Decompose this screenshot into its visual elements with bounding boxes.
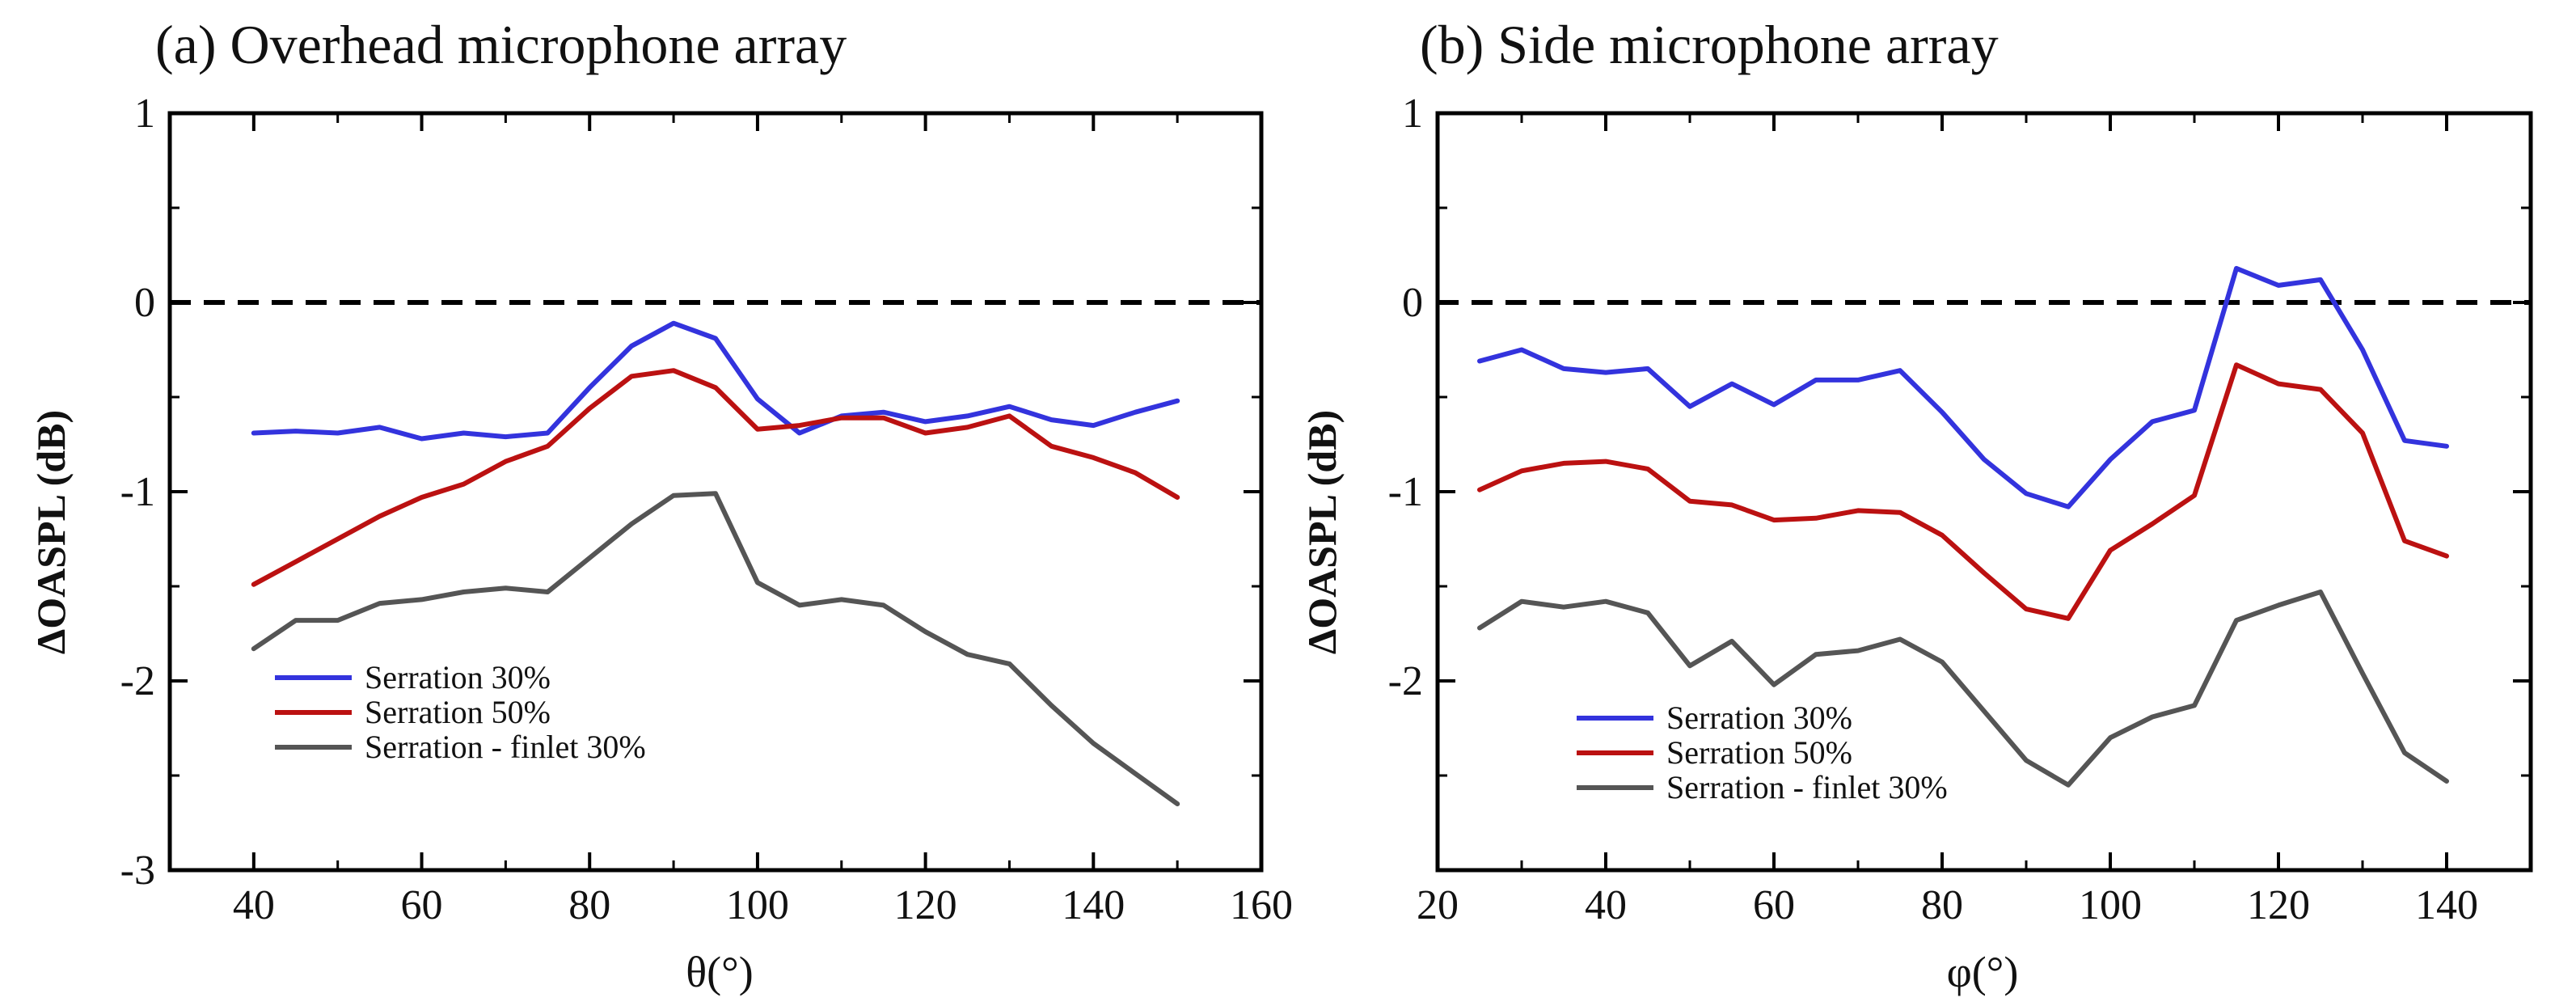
panel-b-legend-label-3: Serration - finlet 30% [1666, 769, 1948, 805]
panel-a-x-tick-label: 140 [1062, 882, 1125, 928]
panel-b-series-line-2 [1477, 362, 2449, 621]
panel-a-y-tick-label: -3 [120, 847, 155, 894]
panel-a-series-line-1 [251, 320, 1180, 442]
panel-b-y-tick-label: 0 [1402, 280, 1423, 326]
panel-side-array: (b) Side microphone array ΔOASPL (dB) φ(… [1299, 14, 2533, 996]
panel-a-y-axis-label: ΔOASPL (dB) [28, 410, 74, 654]
panel-a-y-tick-label: -1 [120, 469, 155, 515]
panel-a-x-tick-label: 40 [233, 882, 275, 928]
panel-a-x-tick-label: 100 [726, 882, 789, 928]
panel-b-legend-label-2: Serration 50% [1666, 734, 1852, 771]
panel-b-series-line-1 [1477, 265, 2449, 509]
panel-b-y-tick-label: 1 [1402, 91, 1423, 137]
panel-b-y-tick-label: -1 [1388, 469, 1423, 515]
panel-a-series-line-3 [251, 491, 1180, 807]
panel-a-x-tick-label: 120 [894, 882, 957, 928]
panel-b-x-tick-label: 140 [2415, 882, 2478, 928]
panel-b-x-tick-label: 120 [2247, 882, 2310, 928]
panel-b-x-tick-label: 20 [1417, 882, 1459, 928]
panel-a-legend-label-3: Serration - finlet 30% [365, 729, 646, 765]
panel-a-x-tick-label: 80 [568, 882, 610, 928]
panel-b-plot-frame [1435, 111, 2533, 873]
panel-a-x-tick-label: 60 [401, 882, 443, 928]
panel-a-title: (a) Overhead microphone array [155, 14, 847, 75]
panel-b-series-line-3 [1477, 590, 2449, 788]
panel-b-y-tick-label: -2 [1388, 658, 1423, 704]
panel-b-y-axis-label: ΔOASPL (dB) [1299, 410, 1345, 654]
panel-b-x-tick-label: 60 [1753, 882, 1795, 928]
panel-a-legend-label-1: Serration 30% [365, 659, 551, 695]
panel-a-y-tick-label: 0 [134, 280, 155, 326]
panel-b-title: (b) Side microphone array [1420, 14, 1999, 75]
panel-a-x-tick-label: 160 [1230, 882, 1293, 928]
panel-b-legend-label-1: Serration 30% [1666, 700, 1852, 736]
panel-b-x-tick-label: 80 [1921, 882, 1963, 928]
panel-b-x-tick-label: 100 [2079, 882, 2142, 928]
panel-a-y-tick-label: 1 [134, 91, 155, 137]
panel-b-x-axis-label: φ(°) [1947, 948, 2019, 996]
panel-b-x-tick-label: 40 [1585, 882, 1627, 928]
panel-a-x-axis-label: θ(°) [686, 948, 753, 996]
panel-a-y-tick-label: -2 [120, 658, 155, 704]
panel-a-series-line-2 [251, 368, 1180, 587]
panel-overhead-array: (a) Overhead microphone array ΔOASPL (dB… [28, 14, 1293, 996]
panel-a-legend-label-2: Serration 50% [365, 694, 551, 730]
